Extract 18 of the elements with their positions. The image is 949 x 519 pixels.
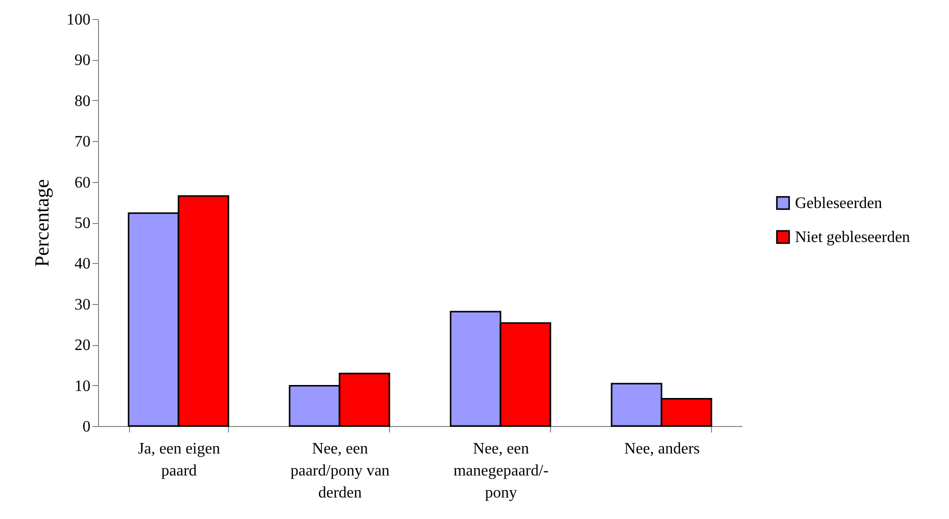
legend-label: Niet gebleseerden bbox=[795, 229, 910, 246]
y-tick-label: 20 bbox=[74, 337, 90, 354]
y-tick-label: 40 bbox=[74, 256, 90, 273]
y-tick-label: 50 bbox=[74, 215, 90, 232]
x-tick-label: Nee, een paard/pony van derden bbox=[290, 440, 390, 502]
y-tick-label: 80 bbox=[74, 92, 90, 110]
y-tick-label: 30 bbox=[74, 296, 90, 314]
y-tick-label: 100 bbox=[66, 12, 90, 28]
x-tick-label: Nee, een manegepaard/-pony bbox=[453, 440, 549, 502]
y-tick-label: 0 bbox=[82, 418, 90, 436]
x-tick-label: Ja, een eigen paard bbox=[138, 440, 220, 480]
y-tick-label: 70 bbox=[74, 134, 90, 151]
y-tick-label: 60 bbox=[74, 174, 90, 192]
y-axis-title: Percentage bbox=[32, 179, 54, 267]
x-tick-label: Nee, anders bbox=[624, 440, 700, 458]
y-tick-label: 90 bbox=[74, 52, 90, 70]
legend-label: Gebleseerden bbox=[795, 195, 882, 212]
y-tick-label: 10 bbox=[74, 378, 90, 395]
